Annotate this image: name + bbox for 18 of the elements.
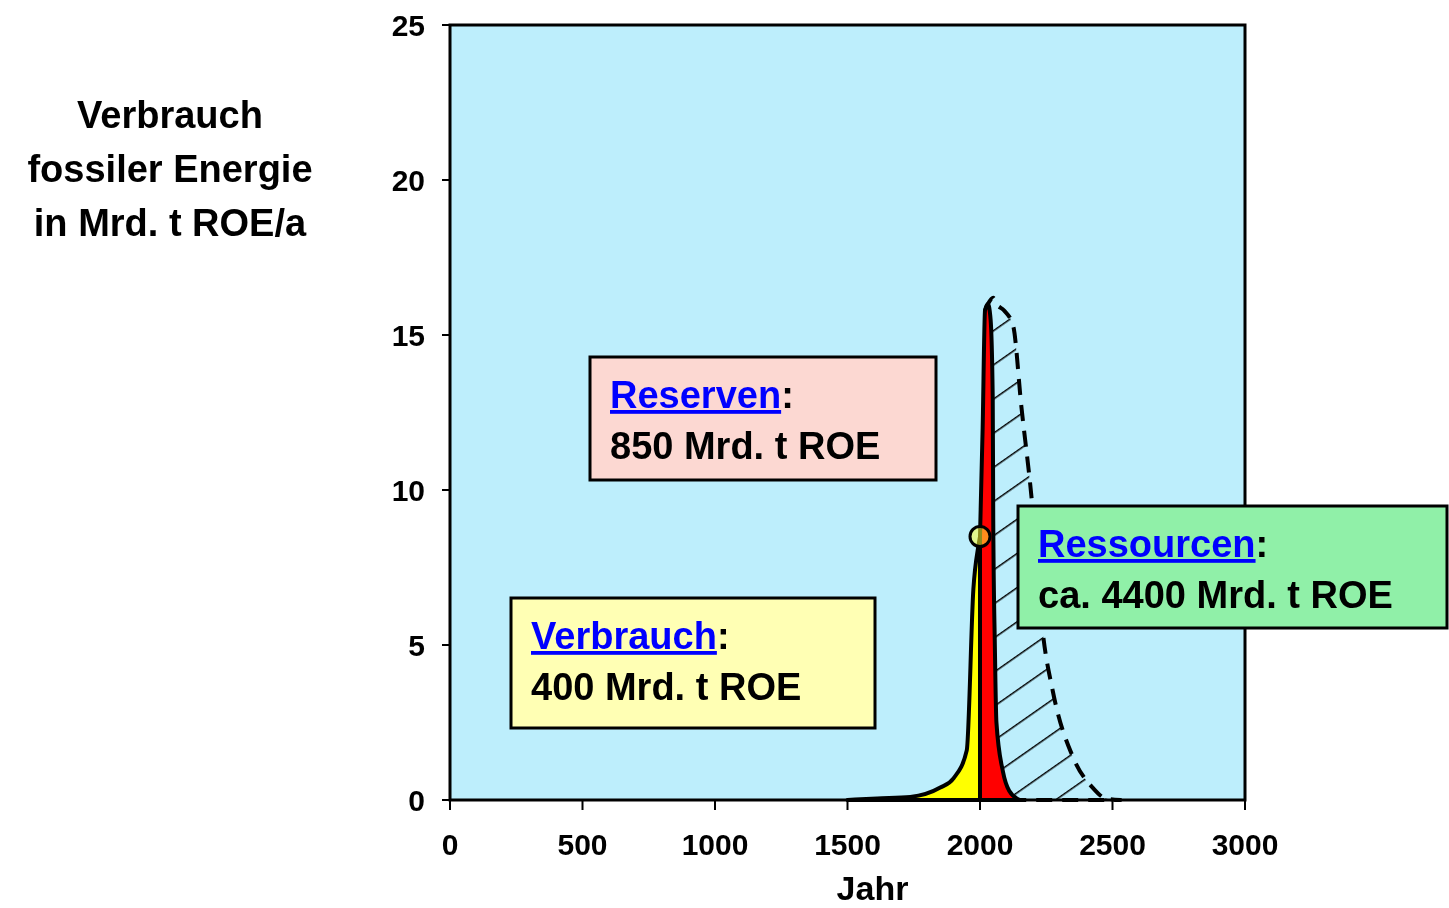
x-tick-label: 3000 [1211,828,1279,861]
annotation: Ressourcen: ca. 4400 Mrd. t ROE [1038,523,1393,616]
x-tick-label: 2000 [946,828,1014,861]
annotation: Verbrauch: 400 Mrd. t ROE [531,615,802,708]
x-axis-title: Jahr [836,869,909,907]
y-tick-label: 25 [391,9,425,42]
x-tick-label: 1500 [814,828,881,861]
y-tick-label: 10 [391,474,425,507]
x-tick-label: 1000 [681,828,749,861]
y-axis-title: Verbrauch fossiler Energie in Mrd. t ROE/a [27,94,313,244]
x-tick-label: 0 [441,828,459,861]
y-tick-label: 20 [391,164,425,197]
x-tick-label: 500 [557,828,608,861]
y-tick-label: 0 [408,784,425,817]
annotation: Reserven: 850 Mrd. t ROE [610,374,881,467]
x-tick-label: 2500 [1079,828,1146,861]
y-tick-label: 15 [391,319,425,352]
y-tick-label: 5 [408,629,425,662]
